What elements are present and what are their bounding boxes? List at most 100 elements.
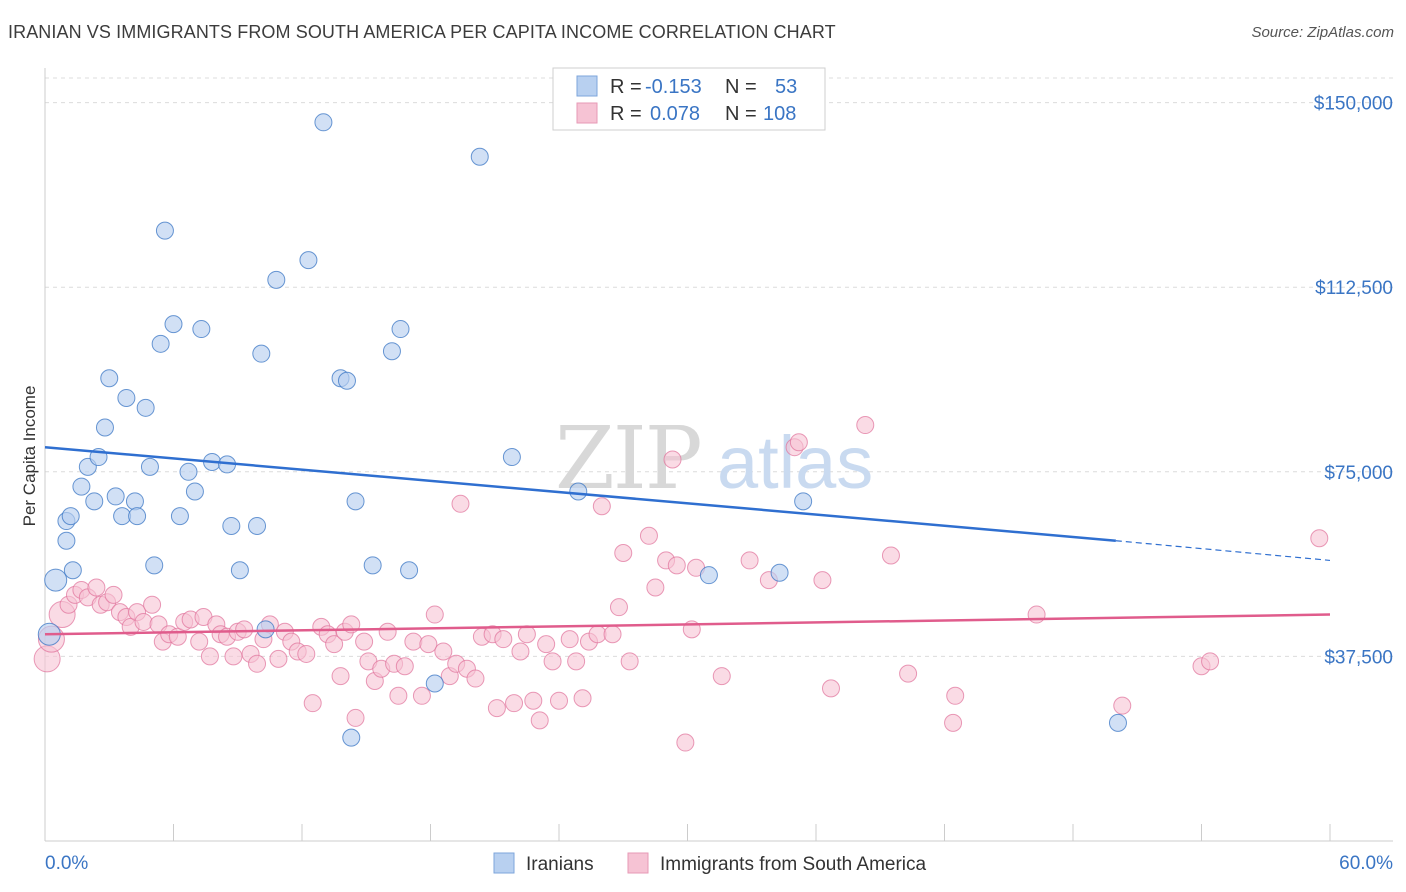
x-tick-label-max: 60.0%: [1339, 853, 1393, 874]
iranian-point: [95, 418, 114, 437]
bottom-swatch-immigrants: [627, 852, 649, 874]
immigrants-point: [944, 713, 963, 732]
y-tick-label: $112,500: [1315, 278, 1393, 299]
immigrants-point: [530, 711, 549, 730]
immigrants-point: [378, 622, 397, 641]
stats-legend-box: [552, 67, 826, 131]
iranian-point: [63, 561, 82, 580]
iranian-point: [337, 371, 356, 390]
immigrants-point: [1310, 529, 1329, 548]
watermark-atlas: atlas: [717, 421, 873, 504]
legend-n-iranians: 53: [775, 76, 797, 98]
iranian-point: [1108, 713, 1127, 732]
legend-n-label-immigrants: N =: [725, 103, 757, 125]
immigrants-point: [646, 578, 665, 597]
axis-labels: $37,500 $75,000 $112,500 $150,000 0.0% 60.0%: [45, 94, 1393, 874]
legend-n-immigrants: 108: [763, 103, 796, 125]
legend-r-label-immigrants: R =: [610, 103, 642, 125]
immigrants-point: [946, 686, 965, 705]
legend-r-immigrants: 0.078: [650, 103, 700, 125]
iranian-point: [145, 556, 164, 575]
immigrants-point: [517, 625, 536, 644]
source-label: Source: ZipAtlas.com: [1251, 24, 1394, 41]
iranian-point: [342, 728, 361, 747]
immigrants-point: [881, 546, 900, 565]
immigrants-point: [588, 625, 607, 644]
iranian-point: [155, 221, 174, 240]
iranian-point: [185, 482, 204, 501]
immigrants-point: [511, 642, 530, 661]
immigrants-point: [543, 652, 562, 671]
iranian-point: [230, 561, 249, 580]
immigrants-point: [494, 630, 513, 649]
axes: [44, 68, 1393, 842]
immigrants-point: [813, 571, 832, 590]
iranian-point: [61, 507, 80, 526]
trend-lines: [44, 445, 1331, 636]
immigrants-point: [412, 686, 431, 705]
iranian-point: [770, 563, 789, 582]
bottom-label-immigrants: Immigrants from South America: [660, 854, 927, 875]
immigrants-point: [550, 691, 568, 710]
immigrants-points: [33, 416, 1329, 752]
immigrants-point: [325, 635, 344, 654]
iranian-point: [125, 492, 144, 511]
iranian-point: [470, 147, 489, 166]
immigrants-point: [425, 605, 444, 624]
immigrants-point: [573, 689, 592, 708]
iranian-trend-line: [44, 445, 1116, 542]
immigrants-point: [1027, 605, 1046, 624]
iranian-point: [569, 482, 588, 501]
iranian-point: [425, 674, 444, 693]
immigrants-point: [87, 578, 106, 597]
chart-title: IRANIAN VS IMMIGRANTS FROM SOUTH AMERICA…: [8, 22, 836, 42]
x-tick-label-min: 0.0%: [45, 853, 88, 874]
immigrants-point: [355, 632, 374, 651]
immigrants-point: [404, 632, 423, 651]
iranian-point: [113, 507, 132, 526]
immigrants-point: [331, 667, 350, 686]
legend-r-label-iranians: R =: [610, 76, 642, 98]
immigrants-point: [389, 686, 408, 705]
iranian-point: [502, 448, 521, 467]
immigrants-point: [419, 635, 438, 654]
immigrants-point: [620, 652, 639, 671]
iranian-point: [44, 568, 68, 592]
iranian-point: [136, 398, 155, 417]
iranian-point: [100, 369, 119, 388]
immigrants-point: [537, 635, 556, 654]
iranian-point: [267, 270, 286, 289]
y-tick-label: $75,000: [1324, 463, 1393, 484]
watermark: ZIP atlas: [555, 409, 873, 509]
immigrants-point: [821, 679, 840, 698]
iranian-point: [57, 531, 76, 550]
immigrants-point: [609, 598, 628, 617]
iranian-point: [794, 492, 813, 511]
immigrants-point: [592, 497, 611, 516]
immigrants-point: [560, 630, 579, 649]
immigrants-point: [451, 494, 470, 513]
stats-legend: R = -0.153 N = 53 R = 0.078 N = 108: [552, 67, 826, 131]
iranian-point: [85, 492, 104, 511]
immigrants-point: [663, 450, 682, 469]
immigrants-point: [667, 556, 686, 575]
iranian-point: [170, 507, 189, 526]
immigrants-point: [639, 526, 658, 545]
iranian-point: [391, 320, 410, 339]
iranian-point: [106, 487, 125, 506]
immigrants-point: [505, 694, 524, 713]
immigrants-point: [303, 694, 322, 713]
immigrants-point: [789, 433, 808, 452]
y-axis-title: Per Capita Income: [20, 386, 39, 527]
iranian-point: [400, 561, 419, 580]
legend-swatch-immigrants: [576, 102, 598, 124]
legend-swatch-iranians: [576, 75, 598, 97]
immigrants-point: [603, 625, 622, 644]
immigrants-point: [346, 708, 365, 727]
iranian-point: [151, 334, 170, 353]
iranian-trend-extension: [1115, 540, 1331, 562]
immigrants-point: [248, 654, 267, 673]
immigrants-point: [235, 620, 254, 639]
immigrants-point: [224, 647, 243, 666]
